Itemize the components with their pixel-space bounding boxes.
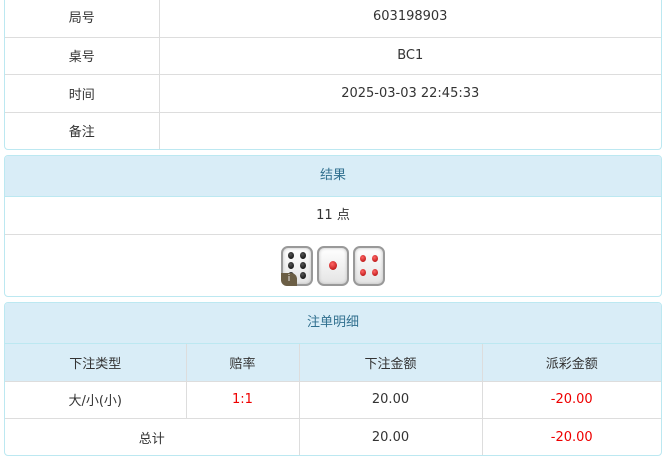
info-value: 603198903 [158,0,661,38]
info-value: BC1 [158,36,661,76]
table-header-row: 下注类型 赔率 下注金额 派彩金额 [5,344,661,382]
die-pip [288,251,295,259]
result-points: 11 点 [5,197,661,235]
die-pip [329,261,337,270]
info-label: 备注 [5,111,160,149]
info-label: 局号 [5,0,160,38]
die-pip [371,254,378,262]
table-row: 时间 2025-03-03 22:45:33 [5,74,661,113]
info-badge-icon[interactable]: i [281,272,297,286]
die-pip [299,272,306,280]
info-label: 时间 [5,74,160,113]
die-pip [299,251,306,259]
die-pip [360,269,367,277]
die-pip [299,262,306,269]
table-row: 备注 [5,111,661,149]
die-1 [317,245,349,286]
die-4 [353,245,385,286]
die-pip [360,254,367,262]
die-pip [288,262,295,269]
total-label: 总计 [5,418,300,455]
column-header: 下注金额 [298,344,483,382]
total-payout: -20.00 [481,418,661,455]
column-header: 下注类型 [5,344,187,382]
info-value: 2025-03-03 22:45:33 [158,74,661,113]
dice-row: i [5,235,661,296]
bet-details-title: 注单明细 [5,303,661,344]
column-header: 派彩金额 [481,344,661,382]
total-amount: 20.00 [298,418,483,455]
game-info-table: 局号 603198903 桌号 BC1 时间 2025-03-03 22:45:33 … [4,0,662,150]
column-header: 赔率 [185,344,300,382]
table-row: 大/小(小) 1:1 20.00 -20.00 [5,380,661,420]
info-label: 桌号 [5,36,160,76]
bet-details-panel: 注单明细 下注类型 赔率 下注金额 派彩金额 大/小(小) 1:1 20.00 … [4,302,662,456]
die-pip [371,269,378,277]
table-row: 桌号 BC1 [5,36,661,76]
die-6: i [281,245,313,286]
bet-payout: -20.00 [481,380,661,420]
bet-amount: 20.00 [298,380,483,420]
bet-type: 大/小(小) [5,380,187,420]
result-title: 结果 [5,156,661,197]
table-row: 局号 603198903 [5,0,661,38]
result-panel: 结果 11 点 i [4,155,662,297]
total-row: 总计 20.00 -20.00 [5,418,661,455]
info-value [158,111,661,149]
bet-odds: 1:1 [185,380,300,420]
